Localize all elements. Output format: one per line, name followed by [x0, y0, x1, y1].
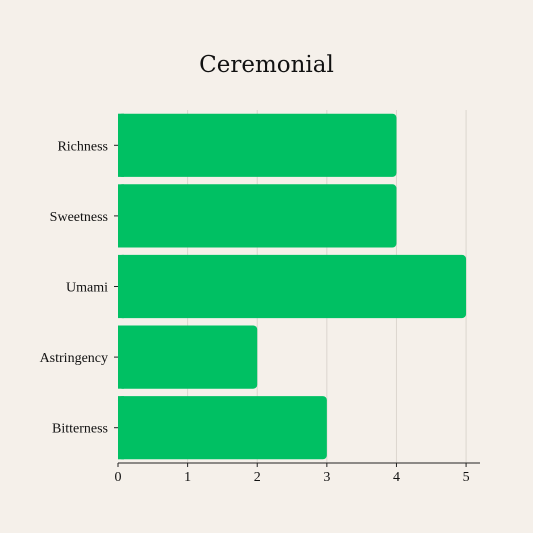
bar-base-richness — [118, 113, 124, 177]
chart-title: Ceremonial — [199, 52, 334, 78]
y-tick-label-umami: Umami — [66, 281, 108, 296]
x-tick-label-1: 1 — [184, 470, 191, 485]
y-tick-label-sweetness: Sweetness — [50, 210, 108, 225]
x-tick-label-2: 2 — [254, 470, 261, 485]
bar-base-astringency — [118, 325, 124, 389]
bar-base-umami — [118, 254, 124, 319]
x-tick-label-0: 0 — [115, 470, 122, 485]
y-tick-label-astringency: Astringency — [40, 351, 108, 366]
tick-labels: 0 1 2 3 4 5 Richness Sweetness Umami Astringency B… — [40, 139, 470, 485]
bars — [118, 113, 467, 460]
x-tick-label-5: 5 — [463, 470, 470, 485]
bar-base-bitterness — [118, 396, 124, 460]
bar-sweetness — [118, 184, 397, 248]
bar-astringency — [118, 325, 258, 389]
y-tick-label-bitterness: Bitterness — [52, 422, 108, 437]
y-tick-label-richness: Richness — [57, 139, 108, 154]
x-tick-label-4: 4 — [393, 470, 400, 485]
bar-richness — [118, 113, 397, 177]
bar-base-sweetness — [118, 184, 124, 248]
bar-umami — [118, 254, 467, 319]
x-tick-label-3: 3 — [323, 470, 330, 485]
bar-bitterness — [118, 396, 327, 460]
axes — [114, 144, 480, 467]
